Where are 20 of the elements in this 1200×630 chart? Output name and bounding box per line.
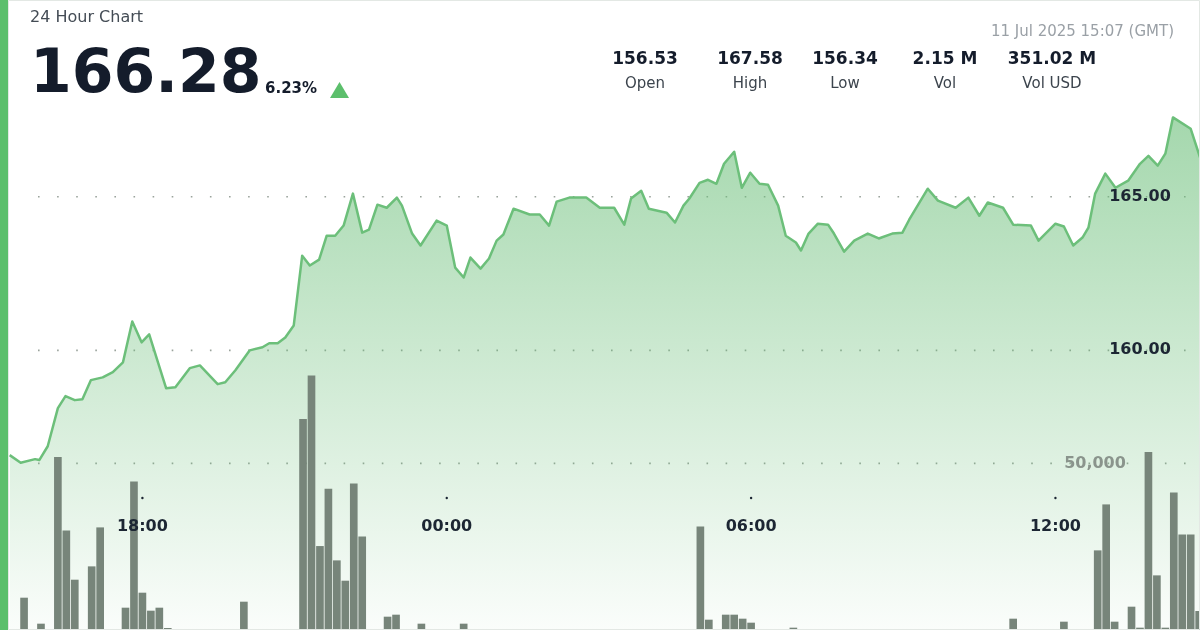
annotation: 156.53 — [611, 48, 679, 68]
annotation: High — [731, 74, 769, 92]
annotation: Vol — [932, 74, 958, 92]
annotation: 2.15 M — [911, 48, 979, 68]
y-tick-label: 160.00 — [1109, 339, 1171, 359]
x-tick-label: 00:00 — [421, 516, 473, 536]
annotation: 166.28 — [30, 36, 262, 106]
annotation: 351.02 M — [1006, 48, 1098, 68]
annotation: 6.23% — [265, 79, 318, 97]
text: 24 Hour Chart — [30, 7, 144, 26]
annotation: 156.34 — [811, 48, 879, 68]
y2-tick-label: 50,000 — [1064, 452, 1126, 472]
x-tick-label: 12:00 — [1029, 516, 1081, 536]
annotation: 11 Jul 2025 15:07 (GMT) — [990, 22, 1174, 40]
annotation: Low — [829, 74, 861, 92]
annotation: Vol USD — [1021, 74, 1083, 92]
y-tick-label: 165.00 — [1109, 185, 1171, 205]
annotation: 167.58 — [716, 48, 784, 68]
annotation: Open — [623, 74, 667, 92]
x-tick-label: 06:00 — [725, 516, 777, 536]
